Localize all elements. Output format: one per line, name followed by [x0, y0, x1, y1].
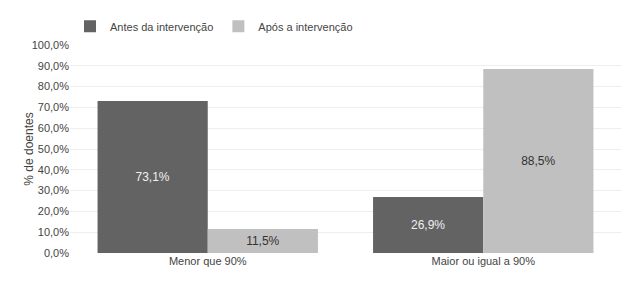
svg-text:60,0%: 60,0%: [38, 122, 69, 134]
svg-text:40,0%: 40,0%: [38, 164, 69, 176]
svg-text:20,0%: 20,0%: [38, 205, 69, 217]
svg-text:30,0%: 30,0%: [38, 184, 69, 196]
svg-text:% de doentes: % de doentes: [22, 112, 36, 185]
svg-text:Antes da intervenção: Antes da intervenção: [110, 21, 213, 33]
svg-text:88,5%: 88,5%: [521, 154, 555, 168]
svg-text:Menor que 90%: Menor que 90%: [169, 255, 247, 267]
svg-text:26,9%: 26,9%: [411, 218, 445, 232]
svg-text:0,0%: 0,0%: [44, 247, 69, 259]
svg-text:10,0%: 10,0%: [38, 226, 69, 238]
svg-text:Maior ou igual a 90%: Maior ou igual a 90%: [432, 255, 536, 267]
svg-text:73,1%: 73,1%: [135, 170, 169, 184]
svg-text:80,0%: 80,0%: [38, 80, 69, 92]
svg-text:50,0%: 50,0%: [38, 143, 69, 155]
svg-text:Após a intervenção: Após a intervenção: [258, 21, 352, 33]
svg-text:100,0%: 100,0%: [32, 39, 70, 51]
svg-text:11,5%: 11,5%: [246, 234, 279, 248]
svg-text:90,0%: 90,0%: [38, 60, 69, 72]
svg-text:70,0%: 70,0%: [38, 101, 69, 113]
